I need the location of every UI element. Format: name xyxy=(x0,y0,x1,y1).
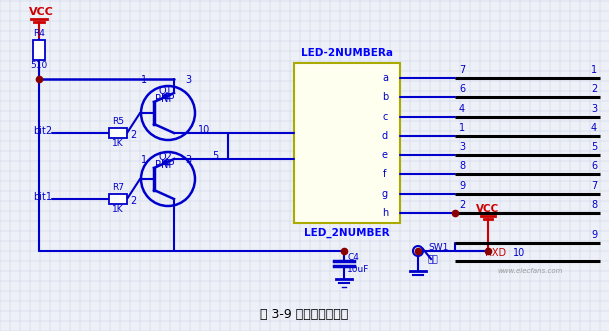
Text: 5: 5 xyxy=(212,151,218,161)
Text: LED_2NUMBER: LED_2NUMBER xyxy=(304,228,390,238)
Text: 3: 3 xyxy=(185,75,191,85)
Text: C4: C4 xyxy=(347,254,359,262)
Text: d: d xyxy=(382,131,388,141)
Text: 2: 2 xyxy=(459,200,465,210)
Text: PNP: PNP xyxy=(155,160,175,170)
Text: 1: 1 xyxy=(141,75,147,85)
Text: 2: 2 xyxy=(130,130,136,140)
Text: 5: 5 xyxy=(591,142,597,152)
Text: 1: 1 xyxy=(141,155,147,165)
Bar xyxy=(294,63,400,223)
Text: 3: 3 xyxy=(185,155,191,165)
Text: www.elecfans.com: www.elecfans.com xyxy=(498,268,563,274)
Text: a: a xyxy=(382,73,388,83)
Bar xyxy=(109,194,127,204)
Text: 510: 510 xyxy=(30,62,48,71)
Text: 3: 3 xyxy=(591,104,597,114)
Text: 图 3-9 数码管显示电路: 图 3-9 数码管显示电路 xyxy=(260,308,348,321)
Text: b: b xyxy=(382,92,388,102)
Text: VCC: VCC xyxy=(29,7,54,17)
Text: 1K: 1K xyxy=(112,139,124,149)
Text: h: h xyxy=(382,208,388,218)
Text: 7: 7 xyxy=(591,181,597,191)
Text: 1: 1 xyxy=(591,65,597,75)
Text: 6: 6 xyxy=(591,162,597,171)
Text: 1K: 1K xyxy=(112,206,124,214)
Text: 7: 7 xyxy=(459,65,465,75)
Text: 4: 4 xyxy=(591,123,597,133)
Text: 1: 1 xyxy=(459,123,465,133)
Text: Q2: Q2 xyxy=(158,152,172,162)
Text: 2: 2 xyxy=(130,196,136,206)
Text: R5: R5 xyxy=(112,118,124,126)
Text: Q1: Q1 xyxy=(158,86,172,96)
Text: R7: R7 xyxy=(112,183,124,193)
Text: SW1: SW1 xyxy=(428,244,448,253)
Text: PNP: PNP xyxy=(155,94,175,104)
Text: 9: 9 xyxy=(591,230,597,240)
Bar xyxy=(109,128,127,138)
Text: c: c xyxy=(382,112,388,121)
Text: 4: 4 xyxy=(459,104,465,114)
Bar xyxy=(33,40,45,60)
Text: 8: 8 xyxy=(591,200,597,210)
Text: LED-2NUMBERa: LED-2NUMBERa xyxy=(301,48,393,58)
Text: R4: R4 xyxy=(33,29,45,38)
Text: e: e xyxy=(382,150,388,160)
Text: VCC: VCC xyxy=(476,204,499,214)
Text: 复位: 复位 xyxy=(428,256,438,264)
Text: 2: 2 xyxy=(591,84,597,94)
Text: bit1: bit1 xyxy=(33,192,52,202)
Text: 9: 9 xyxy=(459,181,465,191)
Text: f: f xyxy=(383,169,387,179)
Text: RXD: RXD xyxy=(485,248,506,258)
Text: 10: 10 xyxy=(513,248,525,258)
Text: 3: 3 xyxy=(459,142,465,152)
Text: 8: 8 xyxy=(459,162,465,171)
Text: bit2: bit2 xyxy=(33,126,52,136)
Text: 10uF: 10uF xyxy=(347,265,370,274)
Text: 6: 6 xyxy=(459,84,465,94)
Text: g: g xyxy=(382,189,388,199)
Text: 10: 10 xyxy=(198,125,210,135)
